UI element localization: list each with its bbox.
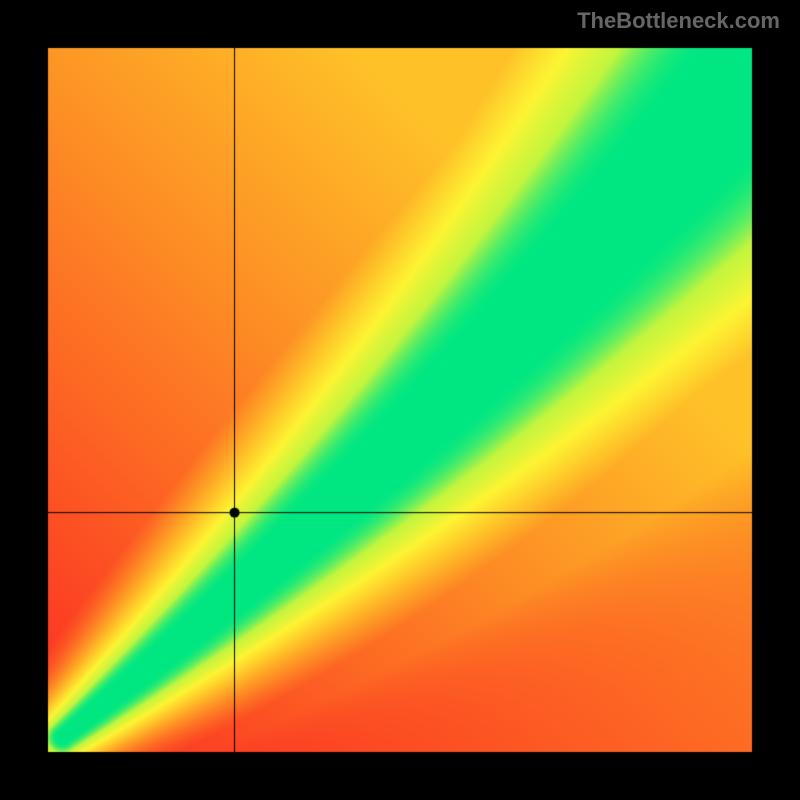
bottleneck-heatmap — [0, 0, 800, 800]
watermark-label: TheBottleneck.com — [577, 8, 780, 34]
